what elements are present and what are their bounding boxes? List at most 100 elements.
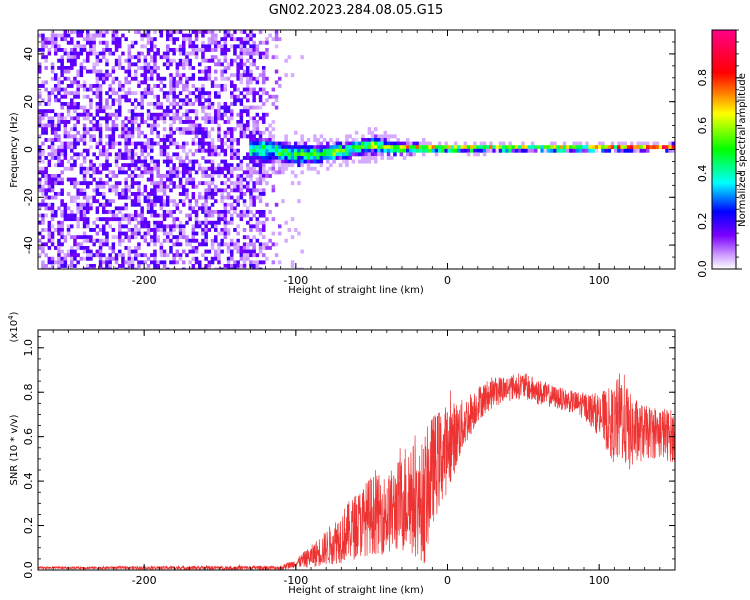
spectrogram-cell — [204, 206, 208, 211]
spectrogram-cell — [95, 210, 100, 214]
spectrogram-cell — [188, 62, 192, 67]
spectrogram-cell — [274, 159, 279, 164]
spectrogram-cell — [127, 188, 132, 193]
spectrogram-cell — [66, 264, 71, 268]
spectrogram-cell — [207, 120, 212, 124]
spectrogram-cell — [41, 40, 45, 45]
spectrogram-cell — [226, 220, 231, 225]
spectrogram-cell — [156, 235, 160, 240]
spectrogram-cell — [79, 188, 84, 193]
spectrogram-cell — [153, 224, 157, 229]
spectrogram-cell — [313, 145, 317, 150]
spectrogram-cell — [127, 51, 132, 56]
spectrogram-cell — [367, 127, 372, 132]
spectrogram-cell — [143, 69, 148, 74]
spectrogram-cell — [185, 116, 189, 121]
spectrogram-cell — [79, 166, 84, 171]
spectrogram-cell — [127, 213, 132, 218]
spectrogram-cell — [38, 170, 42, 175]
spectrogram-cell — [86, 127, 90, 132]
spectrogram-cell — [246, 58, 250, 63]
spectrogram-cell — [300, 55, 304, 60]
spectrogram-cell — [226, 242, 231, 247]
spectrogram-cell — [204, 112, 208, 117]
spectrogram-cell — [82, 177, 87, 182]
spectrogram-cell — [50, 66, 55, 70]
spectrogram-cell — [204, 224, 208, 229]
spectrogram-cell — [47, 98, 52, 103]
spectrogram-cell — [127, 152, 132, 157]
spectrogram-cell — [60, 148, 64, 153]
spectrogram-cell — [204, 199, 208, 204]
spectrogram-cell — [377, 141, 381, 146]
spectrogram-cell — [98, 76, 103, 81]
spectrogram-cell — [230, 94, 234, 99]
spectrogram-cell — [351, 145, 356, 150]
y-tick-label: 0.4 — [22, 472, 35, 490]
spectrogram-cell — [66, 91, 71, 96]
spectrogram-cell — [255, 195, 260, 200]
spectrogram-cell — [95, 55, 100, 60]
spectrogram-cell — [76, 30, 80, 34]
spectrogram-cell — [242, 170, 247, 175]
spectrogram-cell — [143, 30, 148, 34]
spectrogram-cell — [246, 249, 250, 254]
spectrogram-cell — [86, 148, 90, 153]
spectrogram-cell — [73, 127, 77, 132]
spectrogram-cell — [246, 163, 250, 168]
spectrogram-cell — [134, 181, 138, 186]
spectrogram-cell — [236, 44, 240, 49]
spectrogram-cell — [127, 116, 132, 121]
spectrogram-cell — [79, 181, 84, 186]
spectrogram-cell — [191, 246, 196, 250]
spectrogram-cell — [319, 134, 324, 139]
spectrogram-cell — [553, 145, 557, 150]
spectrogram-cell — [172, 84, 176, 88]
spectrogram-cell — [566, 145, 570, 150]
spectrogram-cell — [239, 130, 244, 135]
spectrogram-cell — [156, 238, 160, 243]
spectrogram-cell — [242, 51, 247, 56]
spectrogram-cell — [105, 181, 109, 186]
spectrogram-cell — [252, 44, 256, 49]
spectrogram-cell — [194, 51, 199, 56]
spectrogram-cell — [70, 264, 74, 268]
spectrogram-cell — [175, 184, 180, 189]
spectrogram-cell — [370, 130, 375, 135]
spectrogram-cell — [98, 148, 103, 153]
spectrogram-cell — [242, 260, 247, 265]
spectrogram-cell — [217, 109, 221, 114]
spectrogram-cell — [393, 152, 397, 157]
spectrogram-cell — [159, 181, 164, 186]
spectrogram-cell — [220, 166, 224, 171]
spectrogram-cell — [207, 152, 212, 157]
spectrogram-cell — [214, 84, 218, 88]
spectrogram-cell — [274, 105, 279, 110]
spectrogram-cell — [252, 116, 256, 121]
spectrogram-cell — [166, 159, 170, 164]
spectrogram-cell — [268, 134, 272, 139]
spectrogram-cell — [220, 188, 224, 193]
spectrogram-cell — [223, 112, 228, 117]
spectrogram-cell — [50, 69, 55, 74]
spectrogram-cell — [249, 224, 253, 229]
spectrogram-cell — [556, 148, 560, 153]
spectrogram-cell — [66, 55, 71, 60]
spectrogram-cell — [111, 134, 116, 139]
spectrogram-cell — [95, 76, 100, 81]
spectrogram-cell — [95, 112, 100, 117]
spectrogram-ylabel: Frequency (Hz) — [9, 112, 20, 188]
spectrogram-cell — [140, 73, 144, 78]
spectrogram-cell — [79, 163, 84, 168]
spectrogram-cell — [89, 145, 93, 150]
spectrogram-cell — [76, 120, 80, 124]
spectrogram-cell — [194, 94, 199, 99]
spectrogram-cell — [82, 58, 87, 63]
spectrogram-cell — [114, 76, 119, 81]
colorbar-tick-label: 0.4 — [696, 165, 709, 183]
spectrogram-cell — [76, 40, 80, 45]
spectrogram-cell — [258, 166, 263, 171]
spectrogram-cell — [274, 55, 279, 60]
spectrogram-cell — [182, 130, 186, 135]
spectrogram-cell — [303, 156, 308, 160]
